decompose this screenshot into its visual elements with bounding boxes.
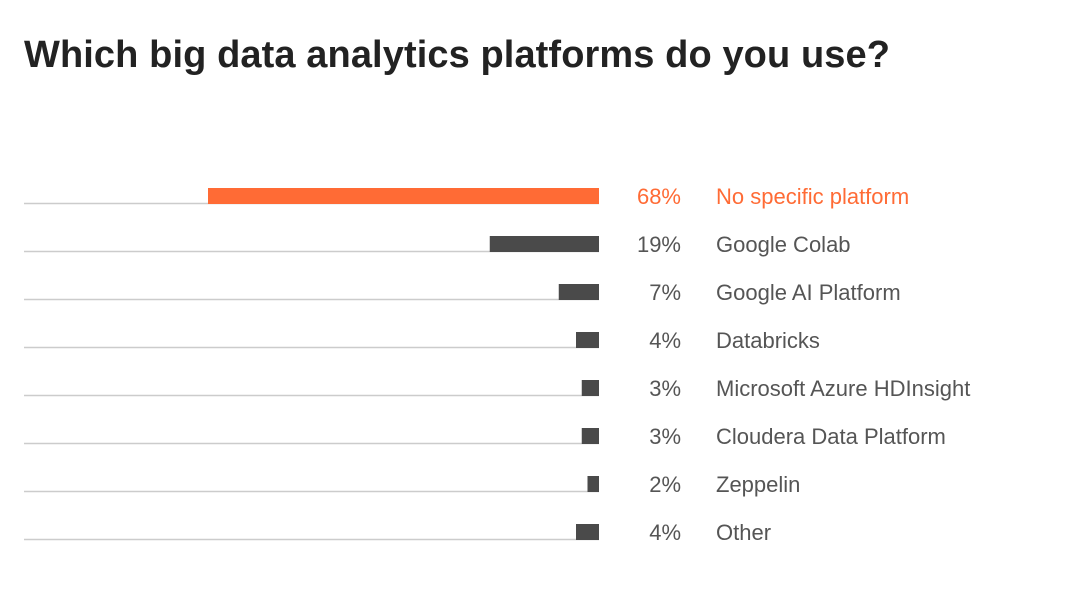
bar [558,284,599,300]
bar-value-label: 19% [637,232,681,257]
bar-value-label: 4% [649,520,681,545]
bar-value-label: 4% [649,328,681,353]
bar [489,236,599,252]
category-label: Google AI Platform [716,280,901,305]
bar [576,332,599,348]
category-label: Google Colab [716,232,851,257]
chart-title: Which big data analytics platforms do yo… [24,34,891,76]
bar [587,476,599,492]
bar-value-label: 68% [637,184,681,209]
category-label: Microsoft Azure HDInsight [716,376,970,401]
bar [576,524,599,540]
category-label: No specific platform [716,184,909,209]
bar [581,428,599,444]
bar [208,188,599,204]
category-label: Other [716,520,771,545]
category-label: Databricks [716,328,820,353]
bar-value-label: 7% [649,280,681,305]
bar-value-label: 3% [649,376,681,401]
bar-value-label: 3% [649,424,681,449]
category-label: Zeppelin [716,472,800,497]
bar-value-label: 2% [649,472,681,497]
bar [581,380,599,396]
category-label: Cloudera Data Platform [716,424,946,449]
